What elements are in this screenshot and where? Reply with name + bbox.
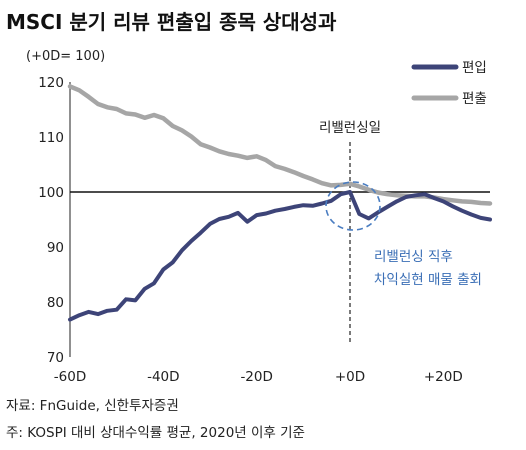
- source-note: 자료: FnGuide, 신한투자증권: [6, 398, 179, 414]
- plot-area: [69, 82, 490, 357]
- y-tick-label: 80: [47, 295, 64, 311]
- legend-label-inclusion: 편입: [462, 60, 487, 76]
- x-tick-label: +20D: [424, 369, 463, 385]
- footnote: 주: KOSPI 대비 상대수익률 평균, 2020년 이후 기준: [6, 425, 305, 441]
- series-lines: [67, 84, 493, 322]
- y-tick-label: 90: [47, 240, 64, 256]
- annotation-text: 차익실현 매물 출회: [374, 272, 482, 288]
- highlight-ellipse: [325, 181, 381, 231]
- y-unit-label: (+0D= 100): [26, 49, 105, 64]
- x-tick-label: -20D: [240, 369, 272, 385]
- annotation-text: 리밸런싱 직후: [374, 249, 453, 265]
- axis-ticks: 70 80 90 100 110 120 -60D -40D -20D +0D +20D: [38, 75, 463, 385]
- x-tick-label: -60D: [54, 369, 86, 385]
- y-tick-label: 70: [47, 350, 64, 366]
- series-line-inclusion: [68, 190, 492, 322]
- y-tick-label: 100: [38, 185, 64, 201]
- chart-title: MSCI 분기 리뷰 편출입 종목 상대성과: [6, 10, 337, 34]
- y-tick-label: 110: [38, 130, 64, 146]
- x-tick-label: +0D: [335, 369, 365, 385]
- y-tick-label: 120: [38, 75, 64, 91]
- x-tick-label: -40D: [147, 369, 179, 385]
- rebalancing-day-label: 리밸런싱일: [319, 120, 381, 136]
- series-line-exclusion: [67, 84, 493, 206]
- legend-label-exclusion: 편출: [462, 91, 487, 107]
